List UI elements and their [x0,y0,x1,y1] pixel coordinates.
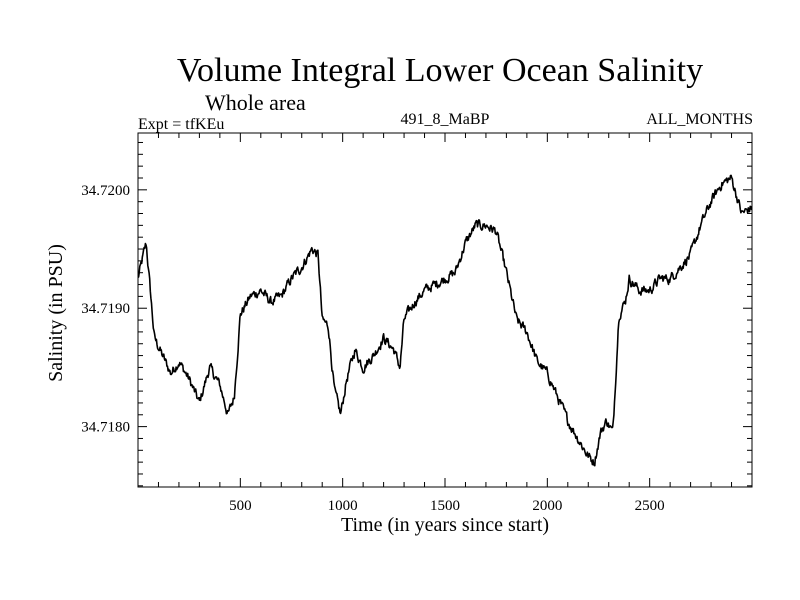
plot-frame [137,132,753,488]
months-label: ALL_MONTHS [646,111,753,128]
x-tick-labels: 500 1000 1500 2000 2500 [229,498,665,514]
y-tick-labels: 34.7180 34.7190 34.7200 [81,183,130,436]
y-tick-label: 34.7200 [81,183,130,199]
x-tick-label: 1500 [430,498,460,514]
run-label: 491_8_MaBP [400,111,490,128]
y-tick-label: 34.7180 [81,420,130,436]
chart-subtitle: Whole area [205,90,306,115]
x-tick-label: 2000 [532,498,562,514]
y-axis-label: Salinity (in PSU) [45,244,67,382]
chart-title: Volume Integral Lower Ocean Salinity [176,52,704,89]
experiment-label: Expt = tfKEu [138,116,225,133]
x-tick-label: 500 [229,498,252,514]
axis-ticks [138,133,752,487]
series-line [137,174,753,467]
y-tick-label: 34.7190 [81,301,130,317]
x-tick-label: 1000 [328,498,358,514]
x-tick-label: 2500 [635,498,665,514]
x-axis-label: Time (in years since start) [341,514,549,536]
